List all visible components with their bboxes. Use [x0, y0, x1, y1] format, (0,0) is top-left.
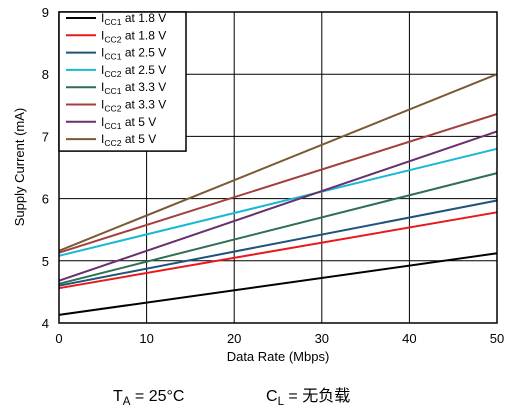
series-line: [59, 173, 497, 284]
x-axis-label: Data Rate (Mbps): [227, 349, 330, 364]
label-rest: = 无负载: [284, 387, 350, 405]
label-rest: at 5 V: [122, 132, 157, 146]
y-axis-label: Supply Current (mA): [12, 108, 27, 226]
series-line: [59, 253, 497, 315]
y-tick-label: 8: [42, 67, 49, 82]
label-rest: at 1.8 V: [122, 28, 167, 42]
x-tick-label: 20: [227, 331, 241, 346]
label-rest: at 2.5 V: [122, 63, 167, 77]
label-rest: at 1.8 V: [122, 11, 167, 25]
label-subscript: CC2: [104, 138, 121, 148]
y-tick-label: 4: [42, 316, 49, 331]
label-subscript: CC1: [104, 17, 121, 27]
label-subscript: CC1: [104, 121, 121, 131]
x-tick-label: 30: [315, 331, 329, 346]
label-subscript: CC1: [104, 86, 121, 96]
label-base: T: [113, 388, 123, 405]
series-line: [59, 131, 497, 280]
x-tick-label: 50: [490, 331, 504, 346]
label-rest: at 3.3 V: [122, 80, 167, 94]
series-line: [59, 201, 497, 286]
label-base: C: [266, 388, 278, 405]
y-tick-label: 7: [42, 129, 49, 144]
y-tick-label: 5: [42, 254, 49, 269]
series-line: [59, 149, 497, 256]
temperature-condition: TA = 25°C: [113, 388, 184, 408]
label-subscript: CC2: [104, 69, 121, 79]
label-subscript: CC2: [104, 104, 121, 114]
x-tick-label: 10: [139, 331, 153, 346]
label-rest: = 25°C: [130, 388, 184, 405]
x-tick-label: 0: [55, 331, 62, 346]
label-subscript: CC2: [104, 34, 121, 44]
label-rest: at 2.5 V: [122, 46, 167, 60]
x-tick-label: 40: [402, 331, 416, 346]
label-subscript: CC1: [104, 52, 121, 62]
y-tick-label: 9: [42, 5, 49, 20]
y-tick-label: 6: [42, 192, 49, 207]
load-capacitance-condition: CL = 无负载: [266, 387, 350, 408]
label-rest: at 5 V: [122, 115, 157, 129]
label-rest: at 3.3 V: [122, 98, 167, 112]
